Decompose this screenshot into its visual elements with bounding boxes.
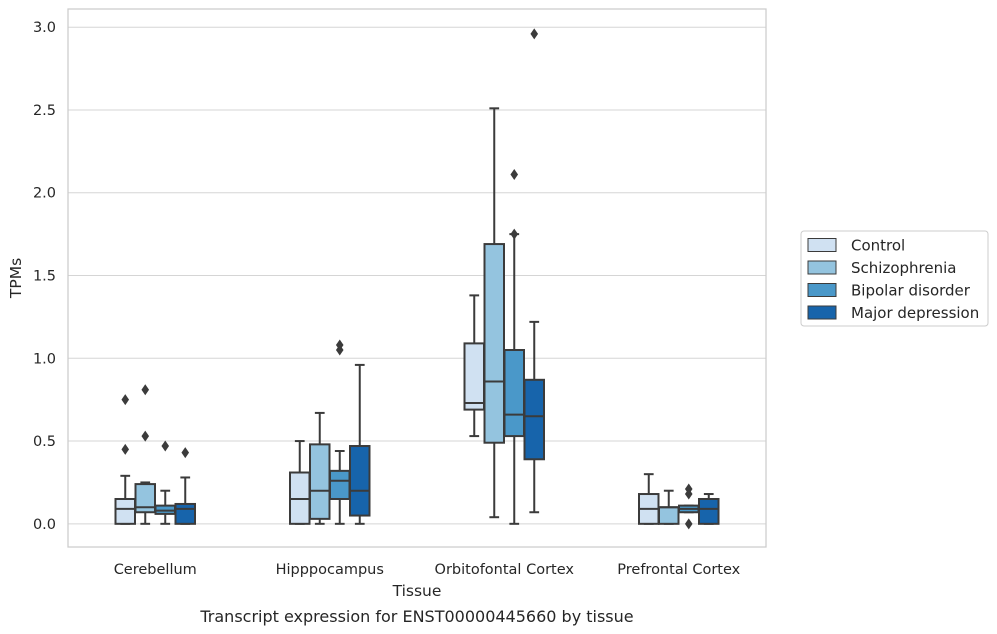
gridlines: [68, 26, 766, 525]
outlier-point: [161, 440, 170, 452]
y-tick-label: 0.5: [33, 434, 56, 450]
legend-label: Schizophrenia: [851, 259, 956, 277]
legend-swatch: [807, 260, 837, 275]
box-group: [154, 440, 176, 525]
box-group: [658, 489, 680, 525]
x-tick-label: Orbitofontal Cortex: [435, 562, 575, 578]
box-group: [309, 411, 331, 525]
outlier-point: [684, 483, 693, 495]
legend-label: Control: [851, 237, 905, 255]
box-group: [678, 483, 700, 530]
box-group: [698, 493, 720, 525]
legend-label: Major depression: [851, 304, 979, 322]
legend-swatch: [807, 305, 837, 320]
box-group: [503, 169, 525, 525]
box-iqr: [309, 443, 331, 520]
outlier-point: [141, 384, 150, 396]
box-groups: [114, 28, 720, 530]
y-tick-label: 1.5: [33, 269, 56, 285]
box-group: [483, 107, 505, 519]
box-iqr: [114, 497, 136, 525]
box-group: [329, 339, 351, 525]
y-tick-label: 1.0: [33, 351, 56, 367]
legend-swatch: [807, 238, 837, 252]
box-iqr: [329, 469, 351, 500]
box-group: [114, 394, 136, 525]
outlier-point: [335, 339, 344, 351]
box-group: [349, 363, 371, 525]
y-tick-label: 2.0: [33, 186, 56, 202]
box-iqr: [658, 506, 680, 525]
box-iqr: [134, 483, 156, 514]
legend-items: Control Schizophrenia Bipolar disorder Majo…: [807, 237, 979, 322]
outlier-point: [121, 443, 130, 455]
legend-label: Bipolar disorder: [851, 282, 971, 300]
x-axis-label: Tissue: [392, 582, 442, 600]
y-tick-label: 0.0: [33, 517, 56, 533]
box-iqr: [523, 378, 545, 461]
x-tick-label: Prefrontal Cortex: [617, 562, 740, 578]
outlier-point: [684, 518, 693, 530]
box-group: [523, 28, 545, 514]
x-tick-labels: Cerebellum Hipppocampus Orbitofontal Corte…: [114, 562, 741, 578]
box-group: [463, 294, 485, 438]
outlier-point: [510, 228, 519, 240]
legend-swatch: [807, 283, 837, 297]
box-group: [134, 384, 156, 525]
x-tick-label: Hipppocampus: [276, 562, 384, 578]
box-group: [289, 440, 311, 525]
box-iqr: [503, 349, 525, 438]
box-iqr: [698, 497, 720, 525]
y-tick-labels: 0.0 0.5 1.0 1.5 2.0 2.5 3.0: [33, 20, 56, 533]
y-axis-label: TPMs: [7, 258, 25, 299]
legend: Control Schizophrenia Bipolar disorder Majo…: [800, 230, 989, 327]
box-iqr: [349, 445, 371, 517]
legend-frame: [800, 230, 989, 327]
outlier-point: [181, 447, 190, 459]
y-tick-label: 2.5: [33, 103, 56, 119]
chart-caption: Transcript expression for ENST0000044566…: [199, 607, 633, 626]
outlier-point: [141, 430, 150, 442]
outlier-point: [530, 28, 539, 40]
x-tick-label: Cerebellum: [114, 562, 197, 578]
outlier-point: [510, 169, 519, 181]
box-iqr: [483, 243, 505, 444]
box-iqr: [174, 502, 196, 525]
box-iqr: [463, 342, 485, 411]
plot-area-frame: [67, 8, 767, 548]
outlier-point: [121, 394, 130, 406]
y-tick-label: 3.0: [33, 20, 56, 36]
box-group: [174, 447, 196, 525]
box-group: [638, 473, 660, 525]
